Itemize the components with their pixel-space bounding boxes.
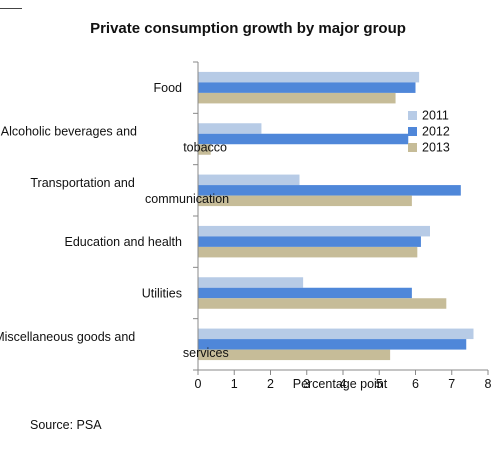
legend-label-2013: 2013 [422, 141, 450, 155]
x-tick-label: 7 [448, 377, 455, 391]
category-label-line: Transportation and [30, 176, 135, 190]
legend-label-2012: 2012 [422, 125, 450, 139]
x-tick-label: 5 [376, 377, 383, 391]
bar-2011-4 [198, 277, 304, 288]
source-note: Source: PSA [30, 418, 102, 432]
category-label: Utilities [142, 287, 182, 301]
x-tick-label: 2 [267, 377, 274, 391]
bar-2012-3 [198, 236, 421, 247]
axes [193, 61, 489, 375]
bar-2013-4 [198, 298, 447, 309]
bar-2011-5 [198, 328, 474, 340]
bar-2013-1 [198, 144, 211, 155]
category-label-line: Alcoholic beverages and [1, 125, 137, 139]
category-label-line: Food [153, 81, 182, 95]
category-label-line: Education and health [65, 235, 183, 249]
category-label-line: tobacco [183, 141, 227, 155]
category-label-line: communication [145, 192, 229, 206]
category-label-line: services [183, 346, 229, 360]
x-tick-label: 1 [231, 377, 238, 391]
bar-2011-3 [198, 225, 430, 237]
category-label: Miscellaneous goods and services [0, 330, 229, 360]
legend-label-2011: 2011 [422, 109, 449, 123]
category-label: Food [153, 81, 182, 95]
top-rule [0, 8, 22, 9]
x-tick-label: 4 [340, 377, 347, 391]
chart-title: Private consumption growth by major grou… [90, 20, 406, 37]
bar-2013-3 [198, 246, 418, 258]
bar-2012-5 [198, 339, 467, 350]
legend: 2011 2012 2013 [408, 109, 450, 155]
bars [198, 71, 474, 361]
bar-2011-2 [198, 174, 300, 186]
bar-2013-2 [198, 195, 412, 207]
x-tick-label: 6 [412, 377, 419, 391]
category-label: Alcoholic beverages and tobacco [1, 125, 227, 155]
x-tick-labels: 0 1 2 3 4 5 6 7 8 [195, 377, 492, 391]
bar-2012-1 [198, 133, 409, 145]
plot-area [198, 62, 488, 370]
legend-swatch-2011 [408, 111, 417, 120]
x-tick-label: 0 [195, 377, 202, 391]
bar-2012-4 [198, 287, 412, 299]
legend-swatch-2013 [408, 143, 417, 152]
bar-2011-0 [198, 71, 420, 83]
category-labels: Food Alcoholic beverages and tobacco Transp… [0, 81, 229, 360]
bar-2013-5 [198, 349, 391, 361]
legend-swatch-2012 [408, 127, 417, 136]
plot-background [198, 62, 488, 370]
x-tick-label: 3 [303, 377, 310, 391]
bar-2012-0 [198, 82, 416, 93]
x-axis-label: Percentage point [293, 377, 388, 391]
x-tick-label: 8 [485, 377, 492, 391]
bar-2013-0 [198, 92, 396, 104]
category-label: Education and health [65, 235, 183, 249]
bar-2011-1 [198, 123, 262, 134]
category-label-line: Miscellaneous goods and [0, 330, 135, 344]
category-label: Transportation and communication [30, 176, 229, 206]
bar-2012-2 [198, 185, 461, 196]
category-label-line: Utilities [142, 287, 182, 301]
